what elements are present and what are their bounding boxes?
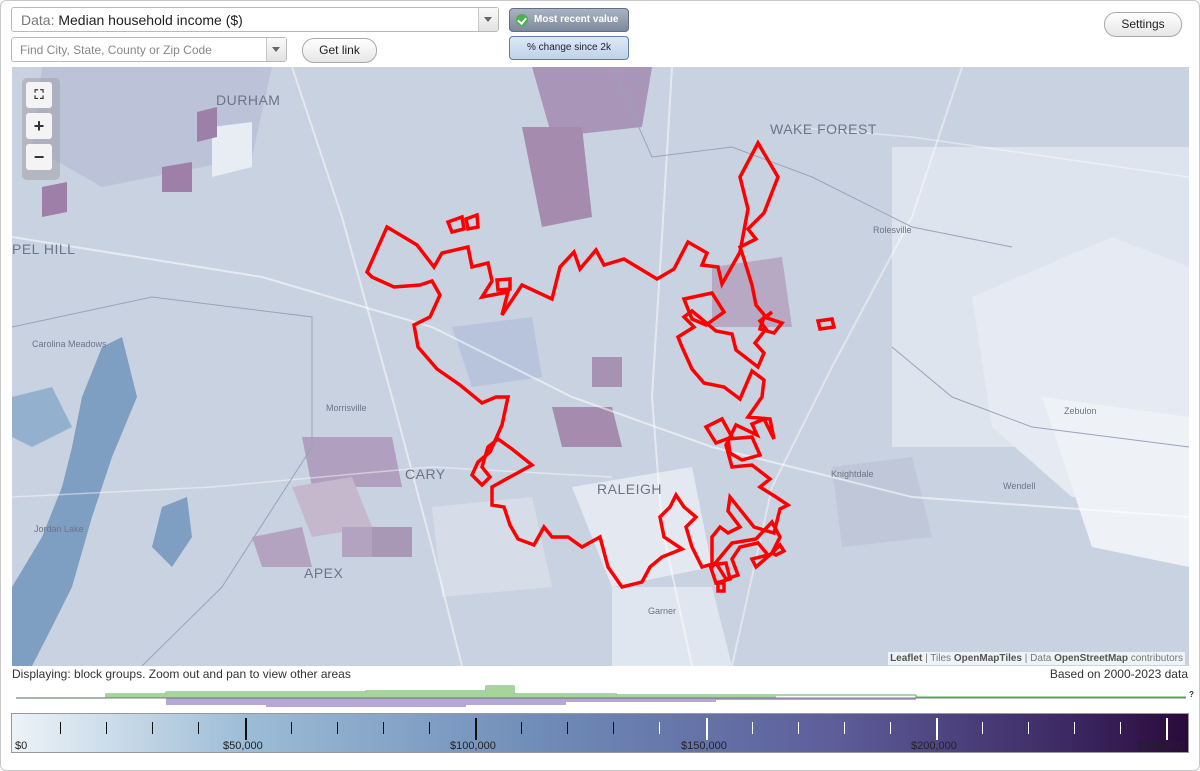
legend-tick — [291, 722, 292, 734]
place-carolina-meadows: Carolina Meadows — [32, 339, 107, 349]
legend-tick — [567, 722, 568, 734]
legend-tick — [521, 722, 522, 734]
place-garner: Garner — [648, 606, 677, 616]
help-icon[interactable]: ? — [1189, 690, 1194, 699]
legend-tick — [706, 718, 708, 740]
most-recent-label: Most recent value — [534, 14, 619, 25]
place-raleigh: RALEIGH — [597, 481, 662, 497]
contributors-text: contributors — [1130, 653, 1183, 664]
place-durham: DURHAM — [216, 92, 281, 108]
value-histogram — [16, 685, 1186, 707]
legend-tick — [982, 722, 983, 734]
place-rolesville: Rolesville — [873, 225, 912, 235]
place-morrisville: Morrisville — [326, 403, 367, 413]
legend-tick — [337, 722, 338, 734]
legend-label-0: $0 — [15, 740, 28, 752]
legend-label-50k: $50,000 — [223, 740, 263, 752]
chevron-down-icon[interactable] — [266, 38, 286, 61]
map-attribution: Leaflet | Tiles OpenMapTiles | Data Open… — [888, 652, 1185, 665]
legend-tick — [475, 718, 477, 740]
data-years: Based on 2000-2023 data — [1049, 667, 1188, 681]
legend-tick — [1074, 722, 1075, 734]
location-search[interactable] — [11, 37, 287, 62]
legend-tick — [890, 722, 891, 734]
data-prefix: Data — [1030, 653, 1052, 664]
legend-tick — [383, 722, 384, 734]
legend-label-100k: $100,000 — [450, 740, 496, 752]
place-cary: CARY — [405, 466, 446, 482]
legend-tick — [245, 718, 247, 740]
place-zebulon: Zebulon — [1064, 406, 1097, 416]
choropleth-map[interactable]: DURHAM WAKE FOREST Rolesville PEL HILL C… — [12, 67, 1189, 666]
place-apex: APEX — [304, 565, 344, 581]
legend-tick — [1028, 722, 1029, 734]
tiles-prefix: Tiles — [930, 653, 952, 664]
place-chapel-hill: PEL HILL — [12, 241, 76, 257]
legend-label-250k: $250,000 — [1139, 740, 1185, 752]
legend-tick — [1120, 722, 1121, 734]
legend-label-200k: $200,000 — [911, 740, 957, 752]
place-knightdale: Knightdale — [831, 469, 874, 479]
most-recent-value-button[interactable]: Most recent value — [509, 8, 629, 32]
legend-tick — [798, 722, 799, 734]
map-layer — [12, 67, 1189, 666]
legend-tick — [613, 722, 614, 734]
legend-tick — [60, 722, 61, 734]
fit-bounds-icon[interactable]: ⛶ — [26, 82, 52, 108]
data-value: Median household income ($) — [58, 12, 243, 28]
percent-change-button[interactable]: % change since 2k — [509, 36, 629, 60]
legend-tick — [752, 722, 753, 734]
legend-tick — [198, 722, 199, 734]
zoom-out-button[interactable]: − — [26, 144, 52, 170]
legend-label-150k: $150,000 — [681, 740, 727, 752]
legend-tick — [659, 722, 660, 734]
legend-tick — [106, 722, 107, 734]
settings-button[interactable]: Settings — [1104, 12, 1182, 37]
chevron-down-icon[interactable] — [478, 8, 498, 31]
legend-tick — [429, 722, 430, 734]
data-variable-select[interactable]: Data: Median household income ($) — [11, 7, 499, 32]
zoom-control: ⛶ + − — [22, 78, 60, 180]
legend-tick — [152, 722, 153, 734]
place-wendell: Wendell — [1003, 481, 1036, 491]
place-jordan-lake: Jordan Lake — [34, 524, 84, 534]
place-wake-forest: WAKE FOREST — [770, 121, 877, 137]
check-icon — [516, 14, 528, 26]
openmaptiles-link[interactable]: OpenMapTiles — [953, 653, 1022, 664]
legend-tick — [1166, 718, 1168, 740]
search-input[interactable] — [18, 40, 267, 60]
get-link-button[interactable]: Get link — [302, 38, 377, 63]
legend-tick — [936, 718, 938, 740]
openstreetmap-link[interactable]: OpenStreetMap — [1054, 653, 1128, 664]
leaflet-link[interactable]: Leaflet — [890, 653, 923, 664]
city-outline — [364, 139, 837, 593]
legend-tick — [844, 722, 845, 734]
display-status: Displaying: block groups. Zoom out and p… — [12, 667, 351, 681]
color-legend: $0 $50,000 $100,000 $150,000 $200,000 $2… — [11, 713, 1189, 753]
data-label: Data: — [21, 12, 55, 28]
zoom-in-button[interactable]: + — [26, 113, 52, 139]
